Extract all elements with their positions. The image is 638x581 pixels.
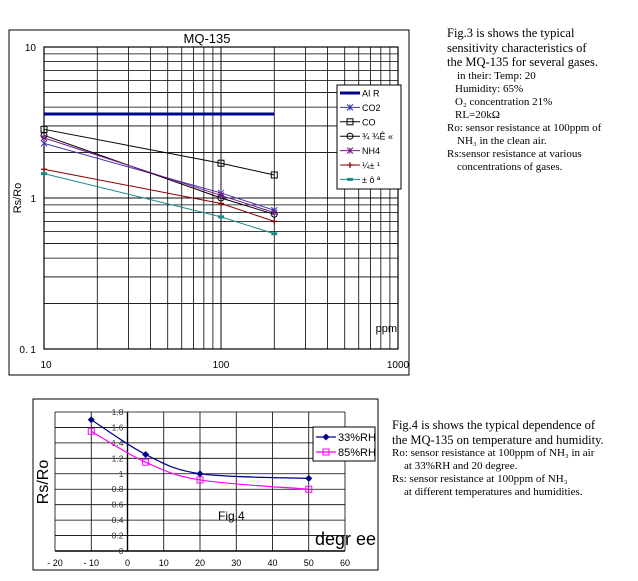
fig3-rs-definition-cont: concentrations of gases. — [457, 160, 563, 173]
fig3-series-line — [43, 128, 275, 176]
fig4-rs-definition-cont: at different temperatures and humidities… — [404, 486, 583, 498]
fig3-condition-o2: O₂ concentration 21% — [455, 95, 553, 108]
fig3-series — [40, 125, 278, 179]
fig3-data-point — [40, 134, 48, 142]
fig3-y-tick-label: 1 — [30, 194, 36, 205]
fig3-y-tick-label: 0. 1 — [19, 345, 36, 356]
fig3-legend-marker — [347, 177, 353, 181]
fig3-legend-label: CO — [362, 117, 376, 127]
fig3-caption-line1: Fig.3 is shows the typical — [447, 26, 575, 40]
fig3-legend-marker — [346, 118, 354, 126]
fig3-data-point — [271, 232, 278, 236]
fig3-y-tick-label: 10 — [25, 43, 37, 54]
fig3-legend-box — [336, 84, 402, 190]
fig4-ro-definition: Ro: sensor resistance at 100ppm of NH₃ i… — [392, 447, 595, 459]
fig3-data-point — [271, 218, 278, 225]
fig3-ro-definition: Ro: sensor resistance at 100ppm of — [447, 121, 602, 134]
fig4-caption: Fig.4 is shows the typical dependence of… — [392, 418, 636, 499]
fig3-x-tick-label: 1000 — [387, 360, 410, 371]
fig3-legend-label: CO2 — [362, 103, 381, 113]
fig3-data-point — [40, 140, 48, 147]
fig3-series-line — [43, 142, 275, 211]
fig4-ro-definition-cont: at 33%RH and 20 degree. — [404, 460, 518, 472]
fig3-caption-line2: sensitivity characteristics of — [447, 40, 587, 55]
fig3-legend-label: ¼± ¹ — [362, 161, 380, 171]
fig3-data-point — [218, 215, 224, 219]
fig3-series — [41, 172, 278, 236]
fig3-caption-line3: the MQ-135 for several gases. — [447, 55, 598, 69]
fig3-x-tick-label: 100 — [213, 360, 230, 371]
fig3-legend-marker — [346, 104, 354, 111]
fig4-caption-line2: the MQ-135 on temperature and humidity. — [392, 432, 604, 447]
fig3-plot-border — [43, 46, 399, 350]
fig3-legend-label: ± ô ª — [362, 175, 381, 185]
fig3-y-axis-label: Rs/Ro — [12, 183, 24, 214]
fig3-legend-marker — [346, 132, 354, 140]
fig3-rs-definition: Rs:sensor resistance at various — [447, 147, 582, 160]
fig3-data-point — [217, 159, 225, 167]
fig3-series — [40, 134, 278, 216]
fig3-legend-label: AI R — [362, 89, 380, 99]
fig3-data-point — [270, 209, 278, 216]
fig3-series-line — [43, 168, 275, 222]
fig3-legend-marker — [347, 162, 353, 168]
fig3-caption: Fig.3 is shows the typical sensitivity c… — [447, 26, 635, 174]
fig4-rs-definition: Rs: sensor resistance at 100ppm of NH₃ — [392, 473, 568, 485]
fig4-caption-line1: Fig.4 is shows the typical dependence of — [392, 418, 596, 432]
fig3-series — [41, 166, 278, 225]
fig3-legend-marker — [346, 147, 354, 154]
fig3-legend-label: NH4 — [362, 146, 380, 156]
fig3-data-point — [217, 192, 225, 199]
fig3-x-tick-label: 10 — [40, 360, 52, 371]
fig3-data-point — [270, 171, 278, 179]
fig3-condition-rl: RL=20kΩ — [455, 108, 500, 121]
fig3-condition-temp: in their: Temp: 20 — [457, 69, 536, 82]
fig3-condition-humidity: Humidity: 65% — [455, 82, 524, 95]
fig3-data-point — [41, 166, 47, 173]
fig3-legend-label: ¾ ¾Ê « — [362, 132, 393, 142]
fig3-data-point — [218, 200, 224, 207]
fig3-x-axis-label: ppm — [376, 323, 397, 335]
fig3-title: MQ-135 — [184, 31, 231, 46]
fig3-ro-definition-cont: NH₃ in the clean air. — [457, 134, 547, 147]
fig3-data-point — [41, 172, 47, 176]
fig3-legend: AI R CO2 CO ¾ ¾Ê « NH4 ¼± ¹ ± ô ª — [336, 84, 402, 190]
fig3-frame — [8, 29, 410, 376]
fig3-grid — [43, 46, 399, 350]
